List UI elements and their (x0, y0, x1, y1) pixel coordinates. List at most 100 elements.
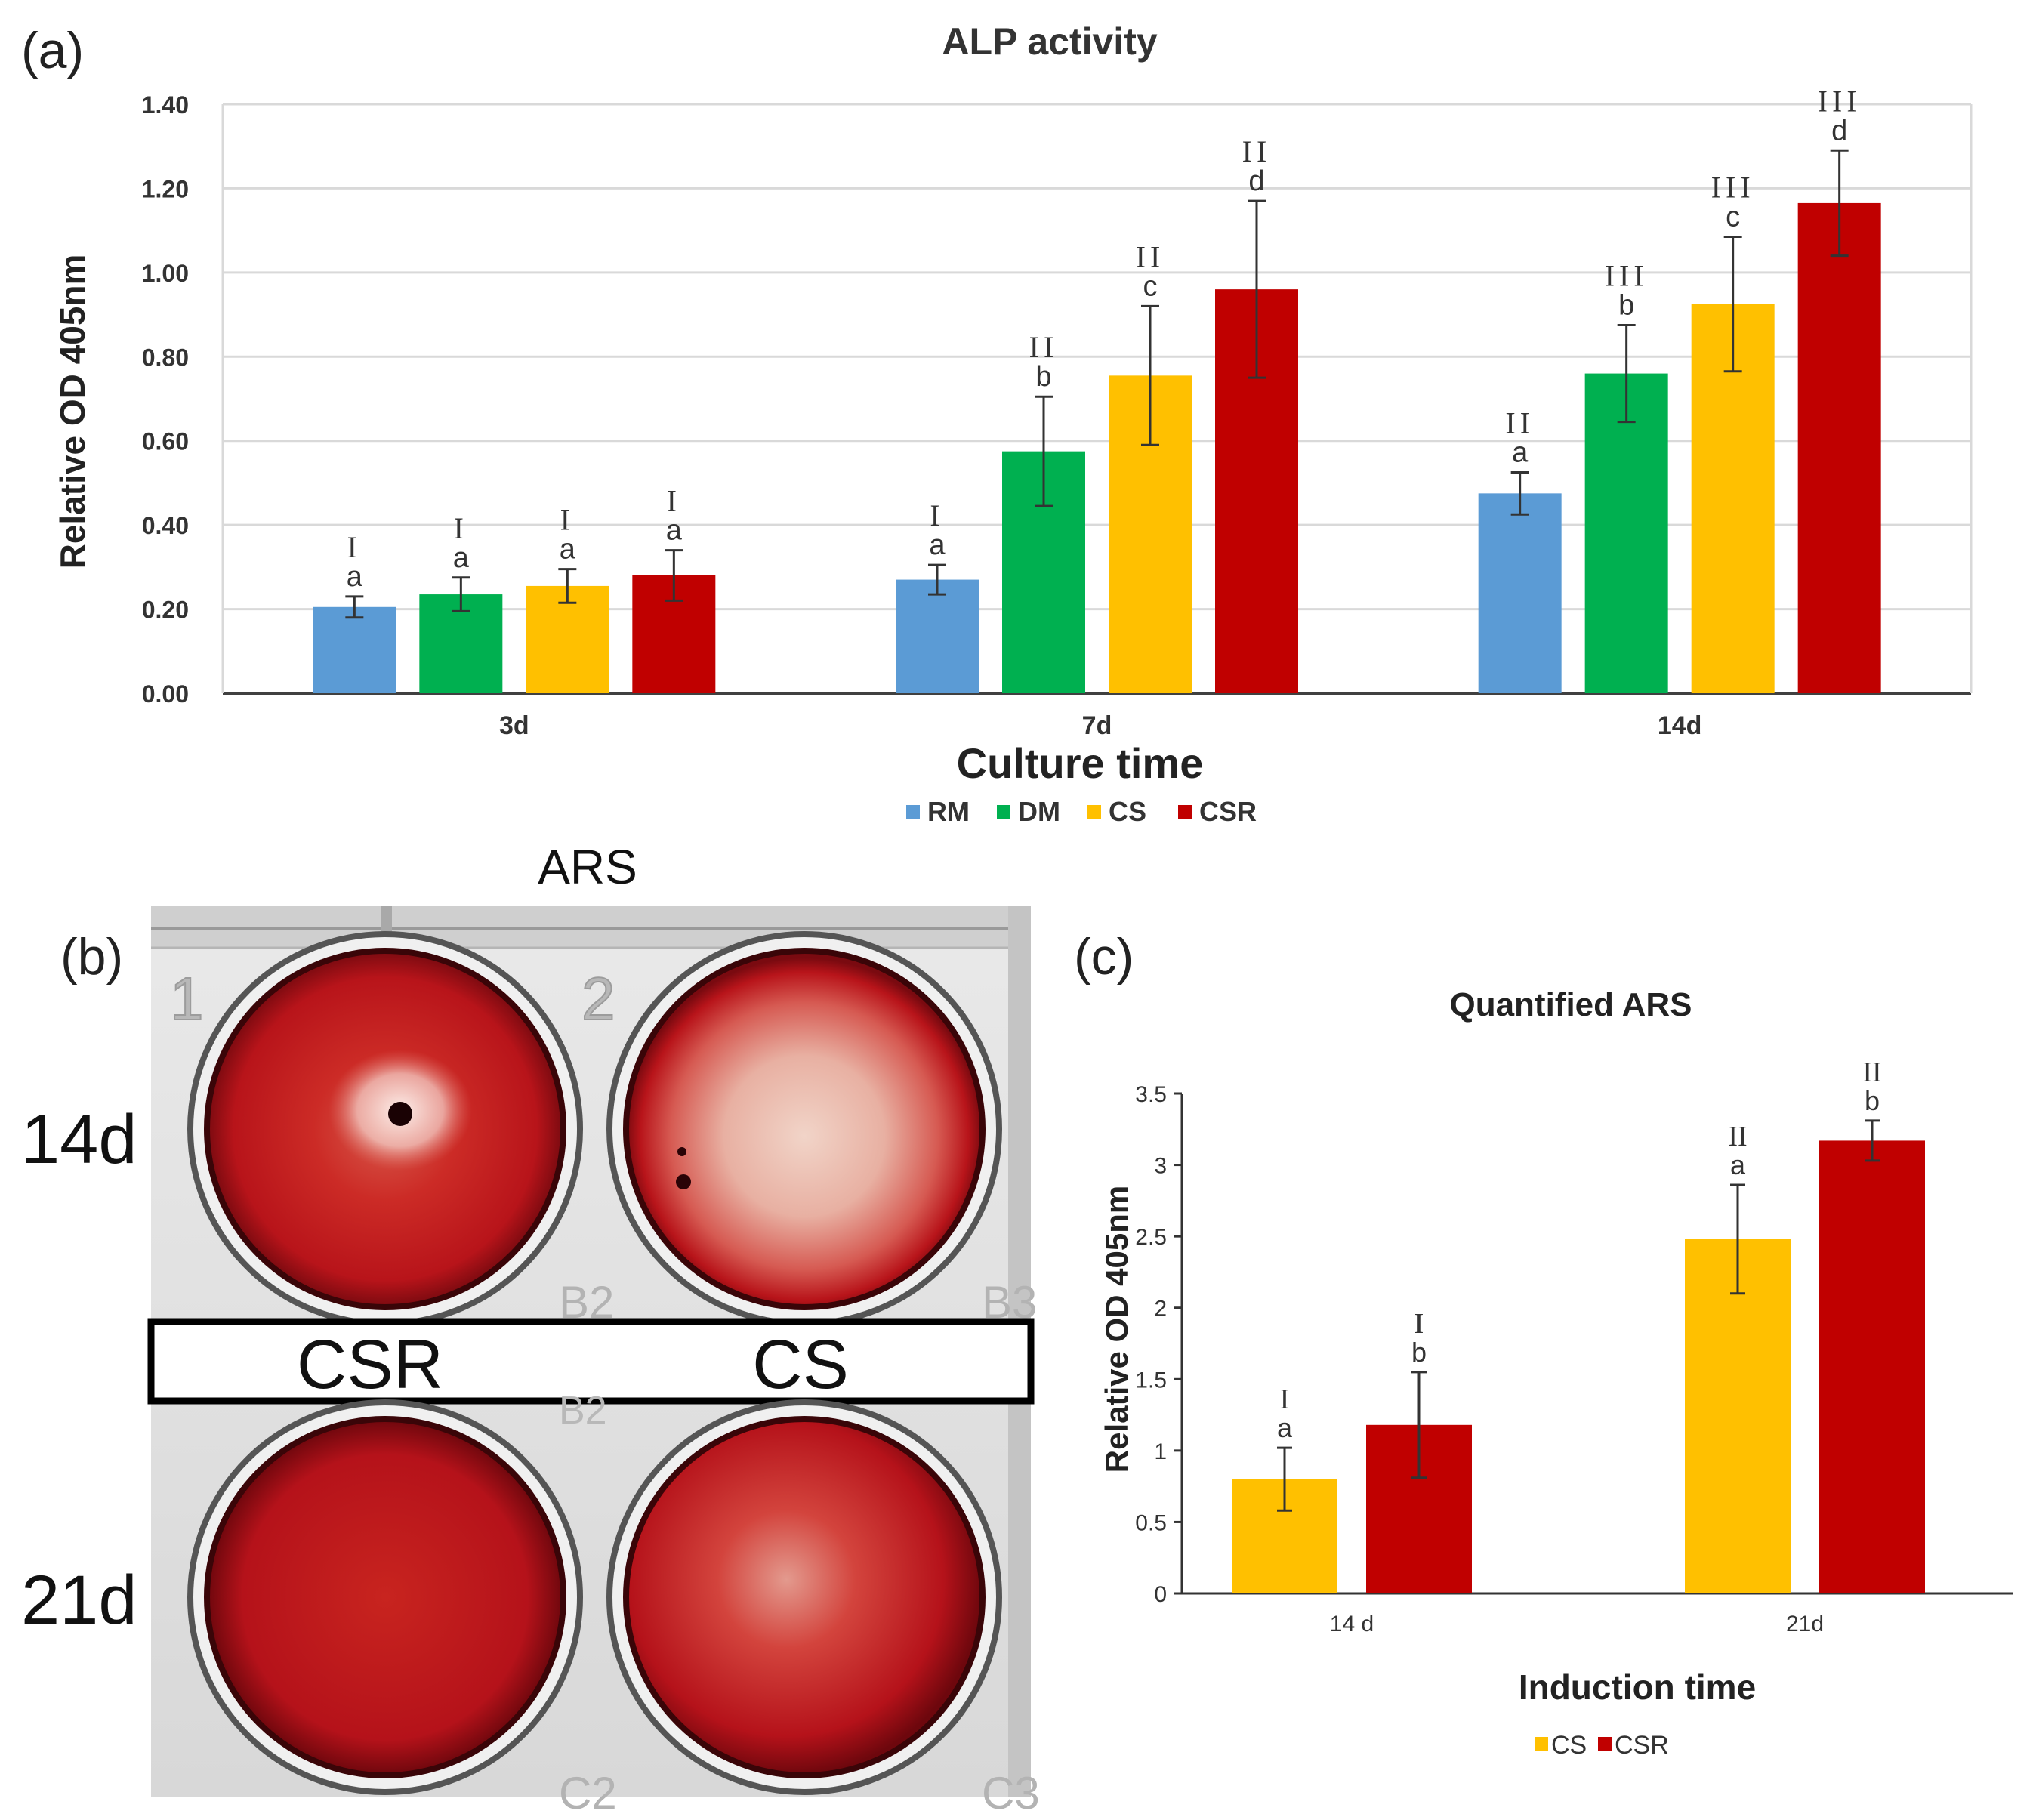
ars-legend-label-CS: CS (1551, 1731, 1587, 1760)
alp-significance-letter: d (1831, 115, 1847, 147)
column-label-cs: CS (752, 1326, 849, 1403)
alp-bar-CSR-14d (1797, 202, 1881, 693)
alp-y-axis-label: Relative OD 405nm (53, 254, 92, 569)
row-label-14d: 14d (21, 1101, 137, 1178)
alp-legend-swatch-CSR (1178, 805, 1192, 819)
alp-significance-letter: a (560, 534, 576, 566)
ars-chart-title: Quantified ARS (1449, 986, 1692, 1023)
alp-significance-letter: a (929, 529, 946, 561)
ars-y-tick-label: 1 (1154, 1439, 1167, 1464)
alp-group-roman: II (1242, 134, 1272, 168)
alp-significance-letter: a (453, 542, 470, 574)
ars-legend-swatch-CSR (1598, 1737, 1612, 1751)
ars-y-tick-label: 0.5 (1135, 1510, 1167, 1535)
column-label-csr: CSR (297, 1326, 443, 1403)
plate-mark-bottom-c3: C3 (982, 1768, 1040, 1816)
alp-group-roman: I (454, 511, 468, 545)
ars-group-roman: I (1414, 1308, 1424, 1340)
alp-legend-swatch-RM (906, 805, 920, 819)
ars-legend-label-CSR: CSR (1615, 1731, 1669, 1760)
alp-group-roman: I (930, 498, 944, 532)
alp-group-roman: I (667, 484, 681, 518)
ars-significance-letter: a (1277, 1412, 1293, 1443)
label-band (147, 1318, 1035, 1405)
alp-gridlines (221, 103, 1973, 695)
ars-stain-photo: ARS (b) 1 2 B2 B3 CSR CS B2 C (21, 840, 1040, 1818)
alp-activity-chart: (a) ALP activity 0.00 0.20 0.40 0.60 0.80 1.0… (21, 20, 1973, 827)
alp-group-roman: I (560, 503, 575, 537)
plate-mark-bottom-c2: C2 (559, 1768, 617, 1816)
ars-y-tick-label: 3 (1154, 1154, 1167, 1179)
well-14d-cs-dark-spot-2 (677, 1147, 686, 1156)
alp-group-roman: III (1605, 259, 1649, 293)
alp-y-tick-label: 0.00 (142, 680, 189, 708)
alp-y-tick-label: 0.40 (142, 512, 189, 539)
ars-significance-letter: b (1865, 1085, 1880, 1116)
alp-legend-swatch-DM (997, 805, 1010, 819)
ars-group-roman: I (1280, 1384, 1290, 1415)
alp-chart-title: ALP activity (942, 20, 1157, 63)
alp-legend: RM DM CS CSR (906, 796, 1257, 827)
row-label-21d: 21d (21, 1562, 137, 1639)
alp-legend-swatch-CS (1087, 805, 1101, 819)
alp-bar-RM-14d (1478, 493, 1562, 693)
well-number-2: 2 (581, 965, 615, 1032)
alp-significance-letter: b (1618, 290, 1634, 322)
alp-x-axis-label: Culture time (957, 739, 1204, 787)
alp-y-tick-label: 1.40 (142, 91, 189, 119)
well-14d-csr-dark-spot (388, 1102, 412, 1126)
ars-y-tick-label: 1.5 (1135, 1368, 1167, 1393)
alp-legend-label-CS: CS (1109, 796, 1146, 827)
alp-x-tick-labels: 3d 7d 14d (499, 711, 1701, 740)
well-21d-csr (204, 1416, 566, 1778)
ars-y-tick-label: 2 (1154, 1297, 1167, 1322)
plate-top-rim (151, 906, 1031, 948)
ars-significance-letter: a (1730, 1149, 1746, 1180)
alp-group-roman: I (347, 530, 362, 564)
ars-group-roman: II (1862, 1057, 1881, 1088)
ars-bar-CS-21d (1685, 1239, 1791, 1593)
quantified-ars-chart: (c) Quantified ARS 00.511.522.533.5 aIbI… (1074, 928, 2013, 1760)
ars-bar-CSR-21d (1819, 1140, 1925, 1593)
alp-bar-RM-7d (896, 579, 979, 693)
ars-legend-swatch-CS (1535, 1737, 1548, 1751)
alp-group-roman: II (1029, 330, 1059, 364)
alp-bar-DM-14d (1584, 373, 1668, 693)
alp-significance-letter: a (666, 515, 683, 547)
alp-bar-RM-3d (313, 606, 396, 693)
plate-mark-mid-b2: B2 (559, 1389, 607, 1433)
ars-x-tick-label: 14 d (1330, 1612, 1374, 1636)
alp-y-tick-labels: 0.00 0.20 0.40 0.60 0.80 1.00 1.20 1.40 (142, 91, 189, 708)
alp-y-tick-label: 1.20 (142, 175, 189, 202)
alp-y-tick-label: 1.00 (142, 260, 189, 287)
alp-legend-label-DM: DM (1018, 796, 1060, 827)
ars-group-roman: II (1728, 1121, 1747, 1152)
ars-y-tick-label: 0 (1154, 1582, 1167, 1607)
alp-significance-letter: b (1035, 361, 1051, 393)
alp-significance-letter: c (1726, 202, 1740, 233)
ars-legend: CS CSR (1535, 1731, 1669, 1760)
alp-y-tick-label: 0.80 (142, 344, 189, 371)
ars-y-axis-label: Relative OD 405nm (1099, 1186, 1134, 1473)
well-21d-cs (623, 1416, 986, 1778)
ars-x-tick-labels: 14 d 21d (1330, 1612, 1824, 1636)
well-14d-cs-dark-spot (676, 1174, 691, 1189)
alp-y-tick-label: 0.20 (142, 597, 189, 624)
panel-b-title: ARS (538, 840, 637, 894)
panel-c-label: (c) (1074, 928, 1134, 986)
alp-significance-letter: a (1512, 437, 1529, 469)
panel-a-label: (a) (21, 22, 84, 79)
alp-legend-label-CSR: CSR (1199, 796, 1257, 827)
alp-significance-letter: c (1143, 270, 1158, 302)
alp-x-tick-label: 3d (499, 711, 529, 740)
alp-group-roman: III (1818, 84, 1862, 118)
alp-x-tick-label: 7d (1082, 711, 1112, 740)
alp-legend-label-RM: RM (927, 796, 970, 827)
well-14d-cs (623, 948, 986, 1310)
ars-significance-letter: b (1411, 1337, 1427, 1368)
alp-group-roman: II (1136, 239, 1165, 273)
alp-significance-letter: a (347, 561, 363, 593)
